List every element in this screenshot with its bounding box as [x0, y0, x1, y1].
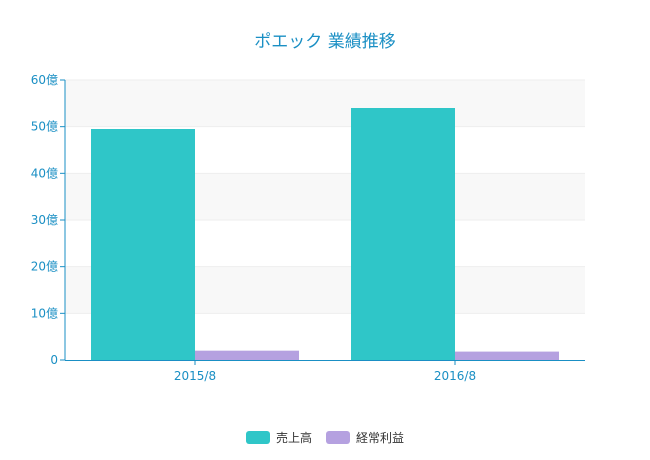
legend-swatch-ordinary-profit [326, 431, 350, 444]
legend-label-sales: 売上高 [275, 431, 312, 445]
legend-item-sales[interactable]: 売上高 [245, 429, 312, 446]
y-tick-label: 10億 [31, 306, 58, 320]
y-tick-label: 60億 [31, 73, 58, 87]
bar-ordinary-profit-0[interactable] [195, 350, 299, 360]
chart-title: ポエック 業績推移 [254, 32, 396, 52]
legend-swatch-sales [245, 431, 270, 444]
x-tick-label: 2015/8 [174, 369, 216, 383]
y-tick-label: 40億 [31, 166, 58, 180]
legend-label-ordinary-profit: 経常利益 [356, 431, 405, 445]
y-tick-label: 0 [50, 353, 58, 367]
x-tick-label: 2016/8 [434, 369, 476, 383]
grid-band [65, 80, 585, 127]
y-tick-label: 20億 [31, 260, 58, 274]
y-tick-label: 30億 [31, 213, 58, 227]
legend-item-ordinary-profit[interactable]: 経常利益 [326, 429, 404, 446]
y-tick-label: 50億 [31, 120, 58, 134]
legend: 売上高 経常利益 [0, 429, 650, 446]
bar-sales-1[interactable] [351, 108, 455, 360]
bar-ordinary-profit-1[interactable] [455, 351, 559, 360]
bar-sales-0[interactable] [91, 129, 195, 360]
